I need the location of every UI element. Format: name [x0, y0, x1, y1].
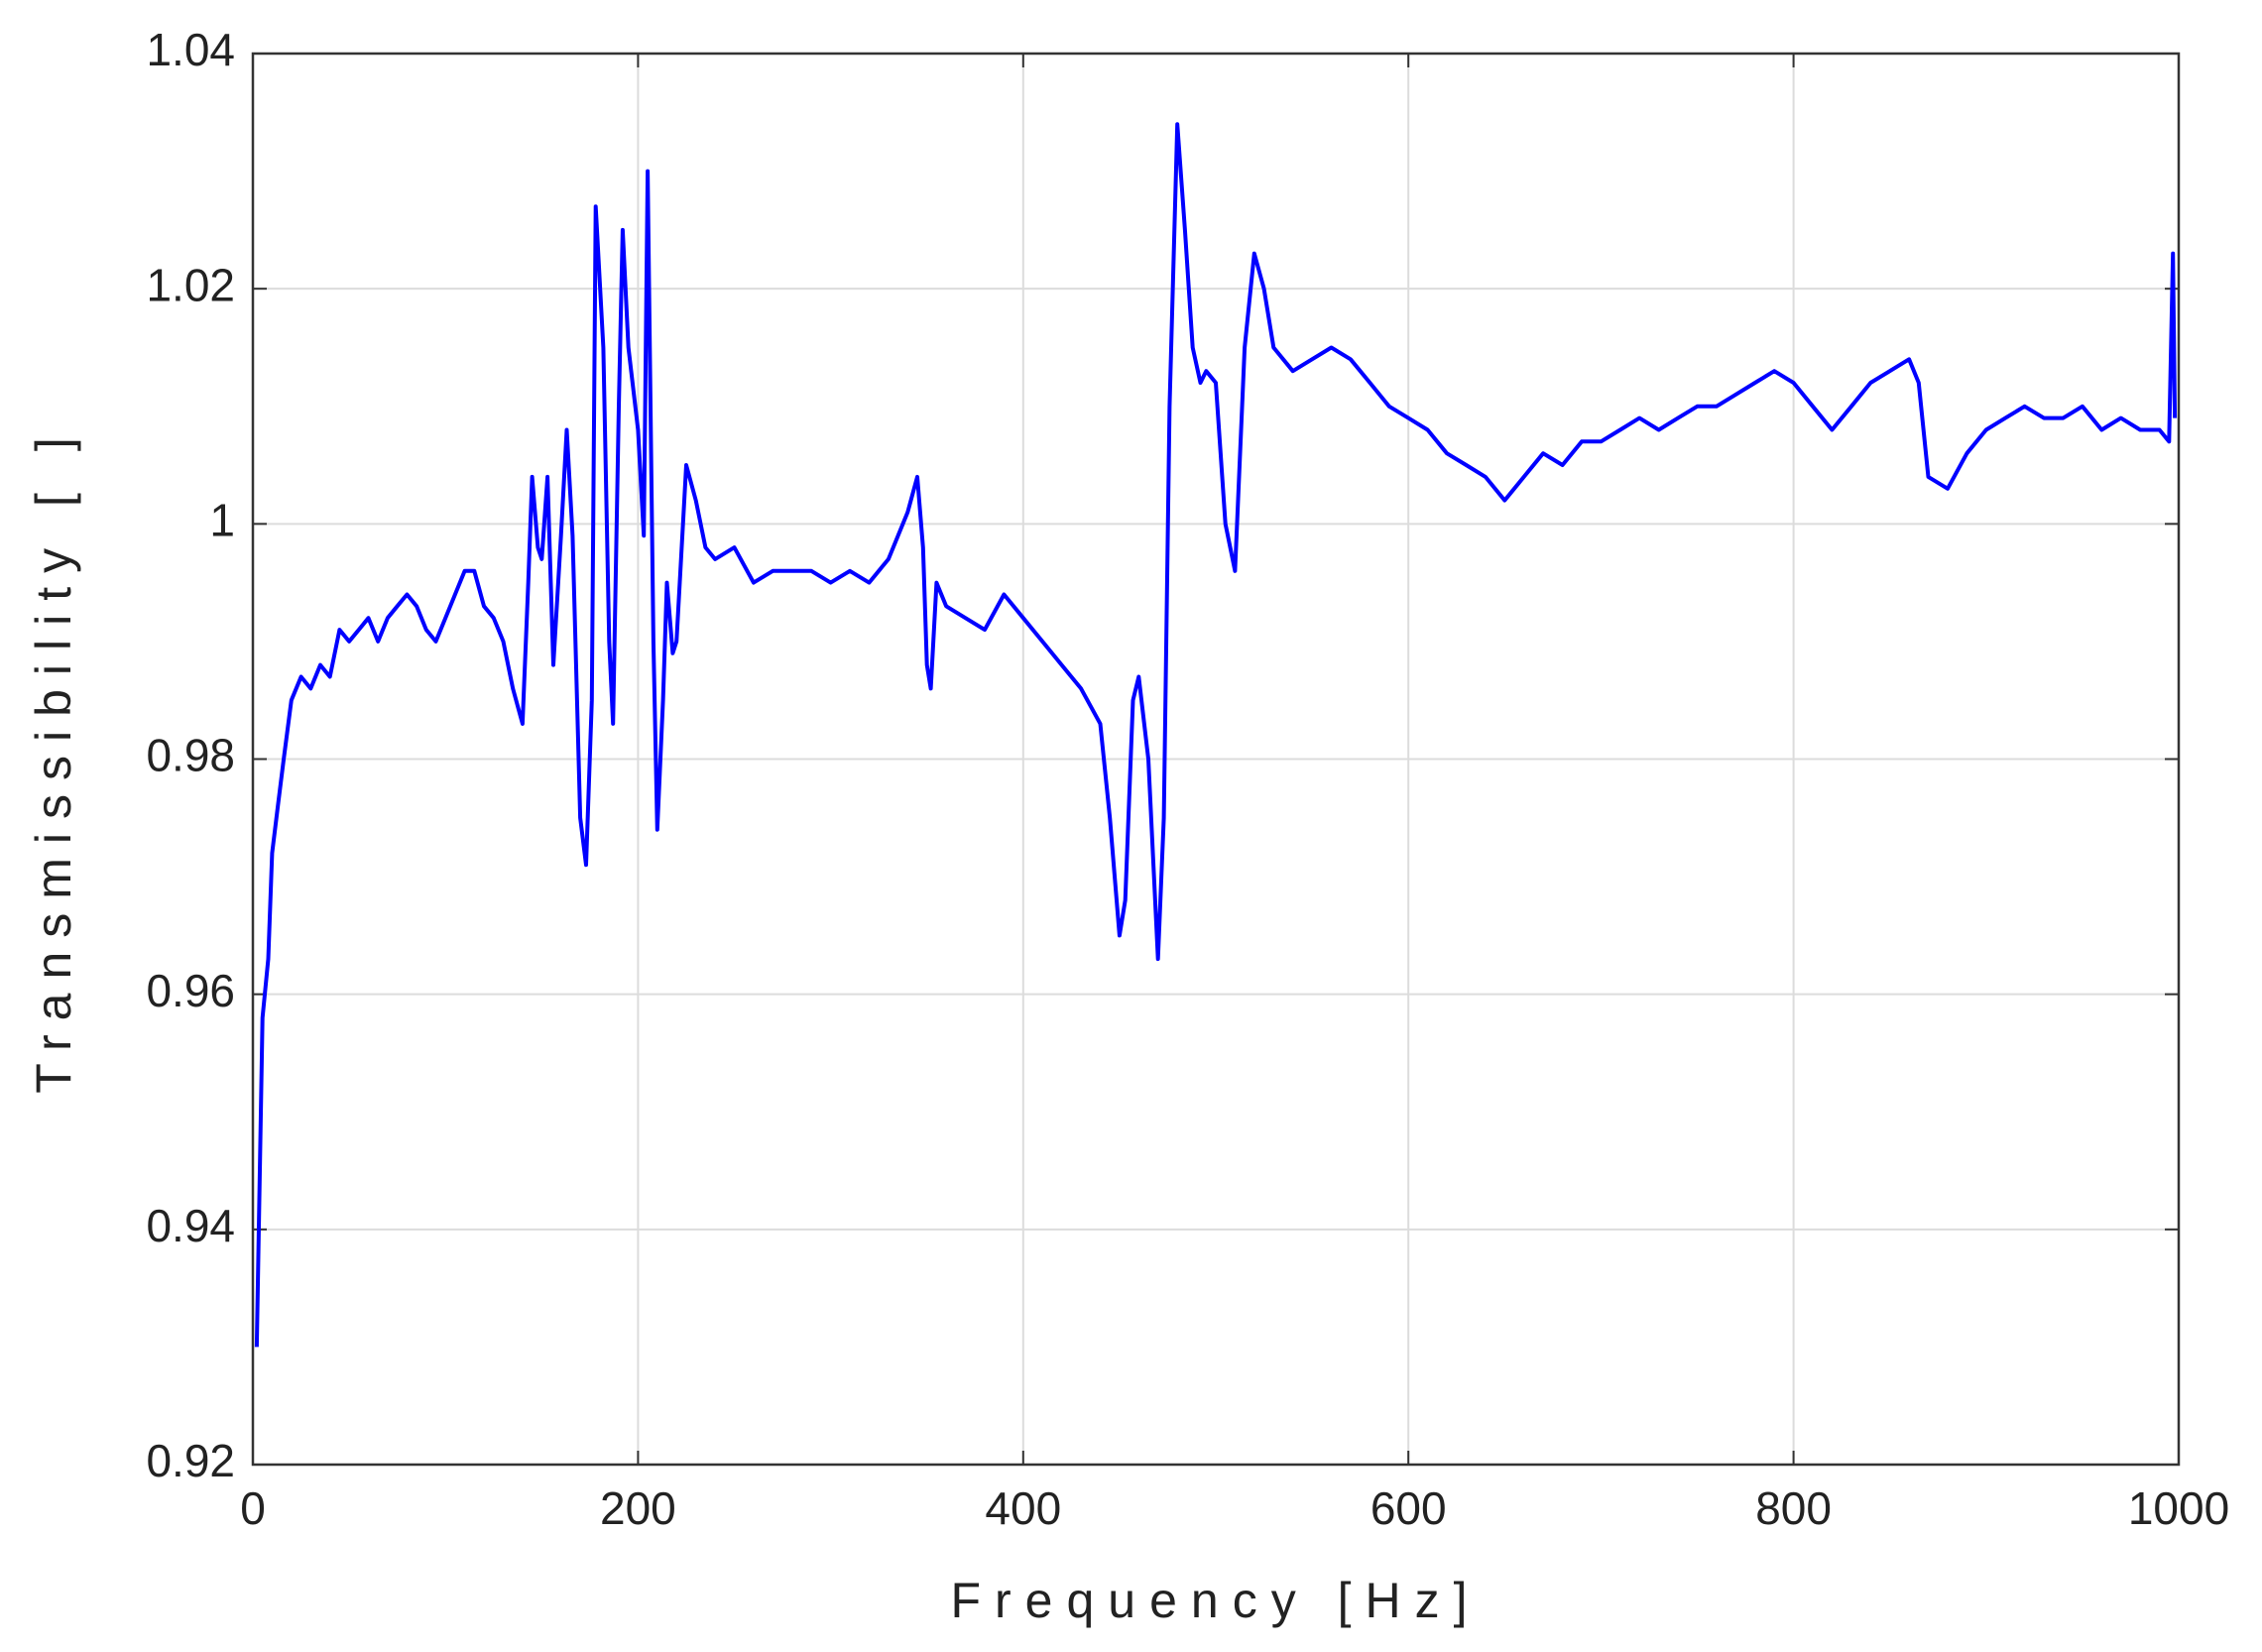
x-tick-label: 400: [985, 1482, 1061, 1534]
y-tick-label: 0.92: [146, 1435, 235, 1486]
plot-frame: [251, 52, 2181, 1467]
x-axis-title: Frequency [Hz]: [950, 1573, 1481, 1628]
y-tick-label: 0.96: [146, 965, 235, 1016]
y-tick-label: 0.98: [146, 730, 235, 781]
x-tick-label: 600: [1370, 1482, 1447, 1534]
y-tick-label: 1.04: [146, 24, 235, 75]
y-tick-label: 1.02: [146, 259, 235, 310]
x-tick-label: 1000: [2128, 1482, 2229, 1534]
data-line: [254, 122, 2178, 1348]
y-axis-title: Transmissibility [ ]: [26, 423, 81, 1093]
y-tick-label: 0.94: [146, 1200, 235, 1251]
x-tick-label: 200: [600, 1482, 676, 1534]
x-tick-label: 800: [1755, 1482, 1832, 1534]
y-tick-label: 1: [209, 494, 235, 545]
x-tick-label: 0: [240, 1482, 266, 1534]
